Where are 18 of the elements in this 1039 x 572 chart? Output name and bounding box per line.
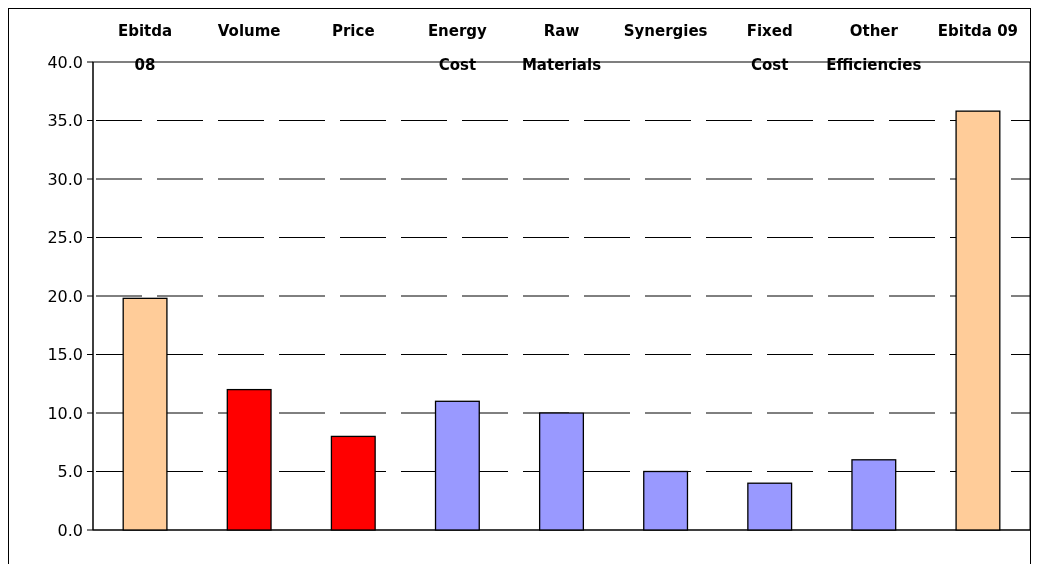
- x-tick-label: Synergies: [623, 22, 708, 40]
- x-tick-label: Ebitda 09: [937, 22, 1019, 40]
- x-tick-label: Raw Materials: [521, 22, 602, 74]
- y-tick-label: 10.0: [47, 403, 83, 423]
- y-tick-label: 20.0: [47, 286, 83, 306]
- x-tick-label: Price: [331, 22, 375, 40]
- x-tick-label: Energy Cost: [427, 22, 488, 74]
- y-tick-label: 40.0: [47, 52, 83, 72]
- x-tick-label: Fixed Cost: [746, 22, 793, 74]
- y-tick-label: 5.0: [57, 462, 83, 482]
- y-tick-label: 25.0: [47, 228, 83, 248]
- y-tick-label: 0.0: [57, 520, 83, 540]
- x-tick-label: Volume: [217, 22, 281, 40]
- y-tick-label: 15.0: [47, 345, 83, 365]
- x-tick-label: Other Efficiencies: [826, 22, 922, 74]
- x-tick-label: Ebitda 08: [117, 22, 173, 74]
- y-tick-label: 30.0: [47, 169, 83, 189]
- y-tick-label: 35.0: [47, 111, 83, 131]
